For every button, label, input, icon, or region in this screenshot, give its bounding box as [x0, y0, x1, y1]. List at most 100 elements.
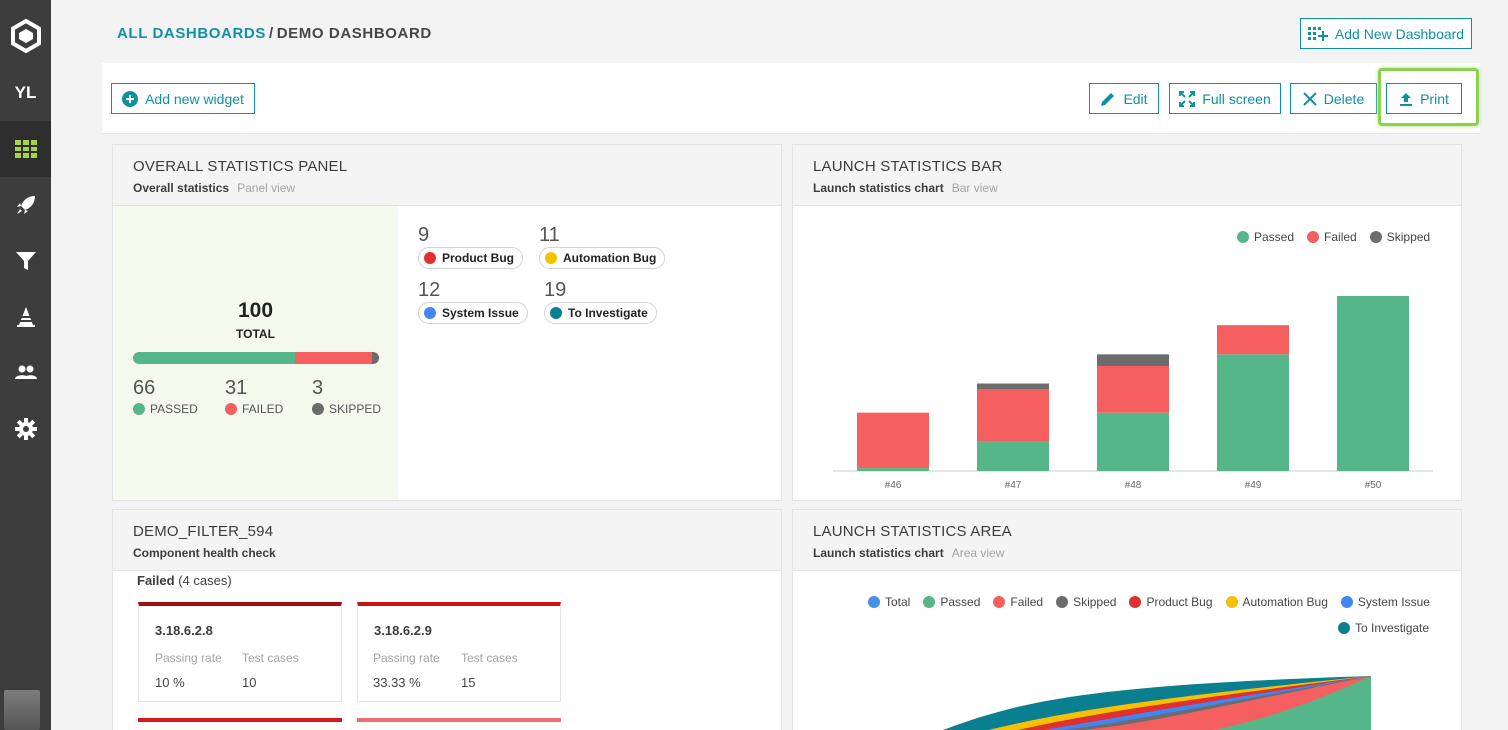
edit-label: Edit — [1123, 90, 1148, 107]
passed-dot — [133, 403, 145, 415]
bar-segment-failed — [295, 352, 372, 364]
defect-label: Automation Bug — [563, 251, 657, 265]
defect-to-investigate[interactable]: 19 To Investigate — [544, 279, 657, 324]
user-initials[interactable]: YL — [0, 65, 51, 121]
widget-type: Launch statistics chart — [813, 546, 944, 560]
component-card[interactable]: 3.18.6.2.8 Passing rate Test cases 10 % … — [138, 602, 342, 702]
bar-passed-50[interactable] — [1337, 296, 1409, 471]
skipped-label: SKIPPED — [329, 402, 382, 416]
breadcrumb-current: DEMO DASHBOARD — [276, 25, 432, 42]
defect-system-issue[interactable]: 12 System Issue — [418, 279, 528, 324]
legend-item-automation-bug[interactable]: Automation Bug — [1225, 595, 1328, 609]
add-new-dashboard-label: Add New Dashboard — [1334, 25, 1465, 42]
failed-stat[interactable]: 31 FAILED — [225, 377, 283, 416]
bar-skipped-47[interactable] — [977, 383, 1049, 390]
bar-failed-49[interactable] — [1217, 325, 1289, 355]
x-tick-label: #46 — [885, 480, 902, 491]
debug-icon[interactable] — [0, 289, 51, 345]
bar-skipped-48[interactable] — [1097, 354, 1169, 366]
launch-statistics-area-widget: LAUNCH STATISTICS AREA Launch statistics… — [792, 509, 1462, 730]
bar-failed-48[interactable] — [1097, 366, 1169, 413]
component-card[interactable]: 3.18.6.2.9 Passing rate Test cases 33.33… — [357, 602, 561, 702]
edit-button[interactable]: Edit — [1089, 83, 1159, 114]
skipped-stat[interactable]: 3 SKIPPED — [312, 377, 381, 416]
legend-item-passed[interactable]: Passed — [1237, 230, 1294, 244]
bar-segment-skipped — [371, 352, 379, 364]
dashboard-icon[interactable] — [0, 121, 51, 177]
failed-label: FAILED — [242, 402, 284, 416]
component-card-stub[interactable] — [138, 718, 342, 722]
area-chart-plot — [943, 676, 1371, 730]
area-series-passed — [1213, 676, 1371, 730]
bar-passed-49[interactable] — [1217, 354, 1289, 471]
filter-icon[interactable] — [0, 233, 51, 289]
total-value[interactable]: 100 — [237, 299, 274, 322]
widget-header[interactable]: DEMO_FILTER_594 Component health check — [113, 510, 781, 571]
passed-label: PASSED — [150, 402, 198, 416]
breadcrumb-separator: / — [268, 25, 274, 42]
skipped-value: 3 — [312, 377, 324, 399]
members-icon[interactable] — [0, 345, 51, 401]
legend-item-failed[interactable]: Failed — [1307, 230, 1357, 244]
passed-value: 66 — [133, 377, 156, 399]
widget-subtitle: Launch statistics chart Area view — [813, 546, 1441, 560]
widget-view: Bar view — [951, 181, 998, 195]
widget-subtitle: Launch statistics chart Bar view — [813, 181, 1441, 195]
defect-value: 12 — [418, 279, 441, 301]
defect-automation-bug[interactable]: 11 Automation Bug — [539, 224, 666, 269]
rocket-icon[interactable] — [0, 177, 51, 233]
full-screen-button[interactable]: Full screen — [1169, 83, 1281, 114]
add-new-dashboard-button[interactable]: Add New Dashboard — [1300, 18, 1472, 49]
legend-item-to-investigate[interactable]: To Investigate — [1338, 621, 1429, 635]
add-new-widget-button[interactable]: Add new widget — [111, 83, 255, 114]
widget-header[interactable]: OVERALL STATISTICS PANEL Overall statist… — [113, 145, 781, 206]
failed-group-heading: Failed (4 cases) — [137, 573, 232, 588]
widget-header[interactable]: LAUNCH STATISTICS BAR Launch statistics … — [793, 145, 1461, 206]
bar-passed-47[interactable] — [977, 441, 1049, 471]
to-investigate-dot — [550, 307, 562, 319]
bar-failed-47[interactable] — [977, 389, 1049, 442]
logo-icon[interactable] — [0, 8, 51, 64]
settings-icon[interactable] — [0, 401, 51, 457]
legend-item-passed[interactable]: Passed — [923, 595, 980, 609]
failed-group-label: Failed — [137, 573, 175, 588]
skipped-dot — [312, 403, 324, 415]
defect-product-bug[interactable]: 9 Product Bug — [418, 224, 523, 269]
passing-rate-label: Passing rate — [373, 651, 440, 665]
legend-item-failed[interactable]: Failed — [993, 595, 1043, 609]
test-cases-label: Test cases — [461, 651, 518, 665]
legend-item-total[interactable]: Total — [868, 595, 910, 609]
defect-value: 19 — [544, 279, 567, 301]
failed-value: 31 — [225, 377, 248, 399]
breadcrumb: ALL DASHBOARDS / DEMO DASHBOARD — [117, 25, 432, 42]
product-bug-dot — [424, 252, 436, 264]
avatar[interactable] — [4, 690, 40, 730]
passing-rate-value: 10 % — [155, 675, 185, 690]
failed-dot — [225, 403, 237, 415]
legend-item-skipped[interactable]: Skipped — [1369, 230, 1430, 244]
sidebar: YL — [0, 0, 51, 730]
bar-passed-48[interactable] — [1097, 412, 1169, 471]
delete-button[interactable]: Delete — [1290, 83, 1377, 114]
launch-statistics-bar-chart: #46 #47 #48 #49 #50 — [833, 296, 1433, 491]
legend-item-skipped[interactable]: Skipped — [1056, 595, 1116, 609]
print-button-highlight — [1378, 68, 1479, 126]
defect-label: To Investigate — [568, 306, 648, 320]
legend-item-product-bug[interactable]: Product Bug — [1129, 595, 1213, 609]
print-button[interactable]: Print — [1386, 83, 1462, 114]
passed-stat[interactable]: 66 PASSED — [133, 377, 198, 416]
component-card-stub[interactable] — [357, 718, 561, 722]
automation-bug-dot — [545, 252, 557, 264]
bar-passed-46[interactable] — [857, 468, 929, 471]
legend-item-system-issue[interactable]: System Issue — [1340, 595, 1430, 609]
widget-subtitle: Component health check — [133, 546, 761, 560]
test-cases-value: 15 — [461, 675, 476, 690]
widget-title: LAUNCH STATISTICS BAR — [813, 158, 1003, 175]
add-new-widget-label: Add new widget — [145, 90, 244, 107]
passing-rate-value: 33.33 % — [373, 675, 421, 690]
widget-subtitle: Overall statistics Panel view — [133, 181, 761, 195]
defect-value: 11 — [539, 224, 560, 246]
bar-failed-46[interactable] — [857, 412, 929, 469]
breadcrumb-all-dashboards[interactable]: ALL DASHBOARDS — [117, 25, 266, 42]
widget-header[interactable]: LAUNCH STATISTICS AREA Launch statistics… — [793, 510, 1461, 571]
